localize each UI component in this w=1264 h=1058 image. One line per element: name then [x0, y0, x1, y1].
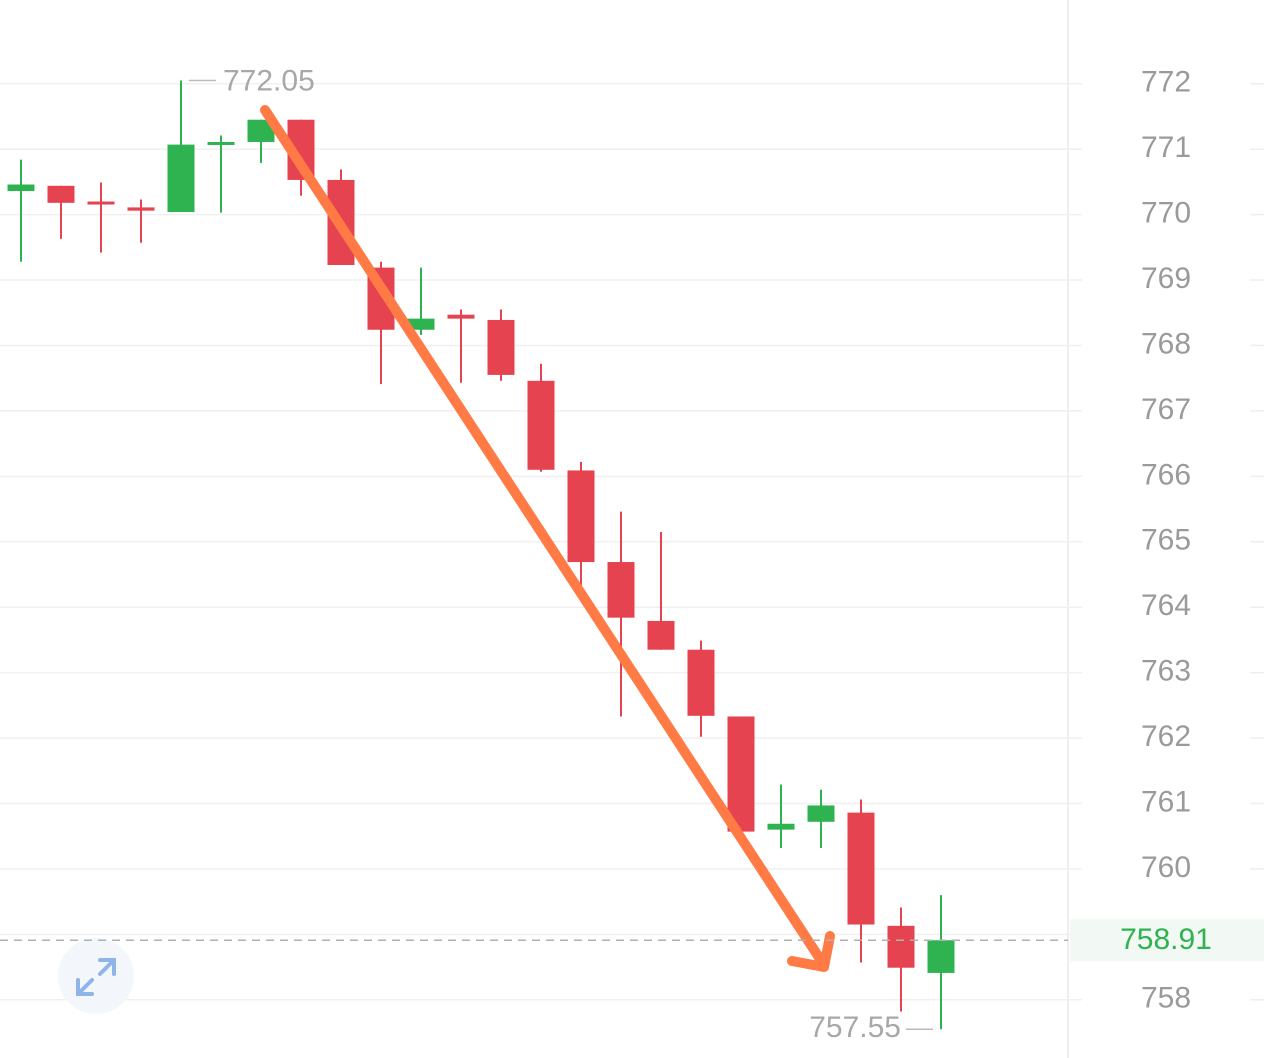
y-tick-label: 758	[1141, 982, 1191, 1015]
arrow-head	[787, 931, 835, 972]
candle-body	[47, 185, 75, 203]
candle-body	[927, 940, 955, 973]
grid	[0, 83, 1082, 1001]
expand-icon[interactable]	[76, 958, 116, 996]
candle-body	[527, 380, 555, 470]
y-tick-label: 769	[1141, 262, 1191, 295]
expand-button-bg[interactable]	[58, 938, 134, 1014]
candle-body	[7, 184, 35, 192]
low-label: 757.55	[809, 1011, 901, 1044]
trend-arrow	[260, 105, 835, 972]
high-label: 772.05	[223, 64, 315, 97]
y-tick-label: 768	[1141, 327, 1191, 360]
candle-body	[887, 925, 915, 968]
candle-body	[567, 470, 595, 563]
candle-body	[207, 141, 235, 145]
candle-body	[767, 823, 795, 830]
y-tick-label: 772	[1141, 66, 1191, 99]
last-price-box	[1070, 919, 1264, 962]
y-tick-label: 764	[1141, 589, 1191, 622]
y-tick-label: 771	[1141, 131, 1191, 164]
y-tick-label: 770	[1141, 197, 1191, 230]
y-tick-label: 765	[1141, 524, 1191, 557]
overlay: 772.05 757.55 758.91	[0, 64, 1264, 1044]
candle-body	[487, 319, 515, 375]
candle-body	[847, 812, 875, 925]
candle-body	[647, 620, 675, 650]
y-tick-label: 766	[1141, 458, 1191, 491]
y-tick-label: 762	[1141, 720, 1191, 753]
candles	[7, 80, 955, 1030]
y-tick-label: 763	[1141, 655, 1191, 688]
arrow-shaft	[260, 105, 829, 970]
candle-body	[447, 314, 475, 319]
y-tick-label: 760	[1141, 851, 1191, 884]
candle-body	[687, 649, 715, 716]
candle-body	[607, 562, 635, 618]
y-tick-label: 761	[1141, 785, 1191, 818]
candle-body	[727, 716, 755, 832]
y-axis: 758 760 761 762 763 764 765 766 767 768 769 770 771 7…	[1141, 66, 1264, 1015]
candle-body	[407, 318, 435, 330]
candle-body	[807, 805, 835, 822]
candle-body	[167, 144, 195, 212]
candle-body	[127, 207, 155, 211]
candle-body	[247, 119, 275, 142]
last-price-label: 758.91	[1120, 923, 1212, 956]
y-tick-label: 767	[1141, 393, 1191, 426]
candle-body	[87, 201, 115, 205]
expand-button[interactable]	[58, 938, 134, 1014]
